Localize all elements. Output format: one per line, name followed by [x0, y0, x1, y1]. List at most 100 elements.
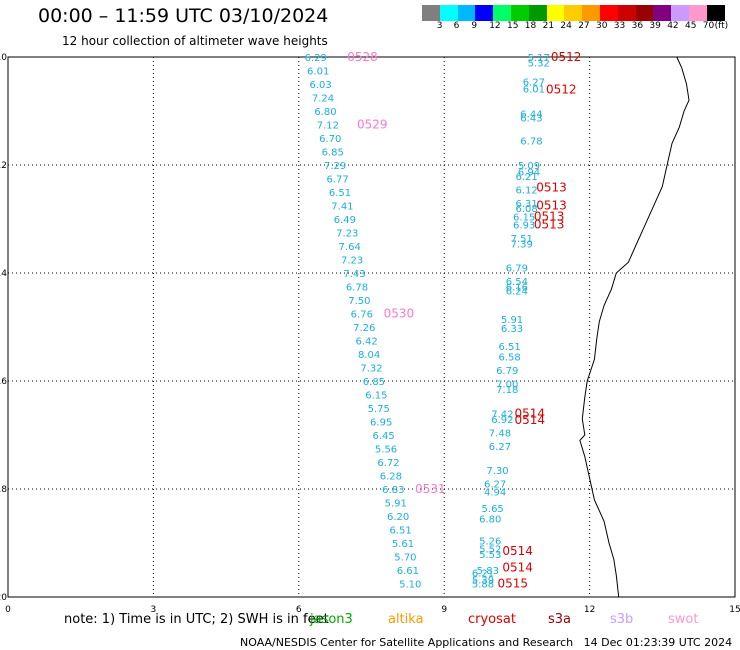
swh-value: 5.10 — [399, 580, 421, 591]
swh-value: 7.23 — [336, 229, 358, 240]
swh-value: 6.28 — [380, 472, 402, 483]
colorbar-tick: 39 — [649, 21, 661, 31]
pass-time-label: 0530 — [384, 307, 415, 321]
swh-value: 6.80 — [479, 515, 501, 526]
swh-value: 7.24 — [312, 94, 334, 105]
swh-value: 6.51 — [498, 342, 520, 353]
colorbar-tick: 15 — [507, 21, 519, 31]
colorbar-tick: 18 — [524, 21, 537, 31]
colorbar-swatch — [475, 5, 494, 21]
swh-value: 5.61 — [392, 539, 414, 550]
swh-value: 7.12 — [317, 121, 339, 132]
swh-value: 6.03 — [309, 80, 331, 91]
swh-value: 7.29 — [324, 161, 346, 172]
colorbar-swatch — [582, 5, 600, 21]
swh-value: 5.83 — [477, 566, 499, 577]
swh-value: 6.77 — [326, 175, 348, 186]
pass-time-label: 0528 — [347, 50, 378, 64]
swh-value: 8.04 — [358, 350, 380, 361]
colorbar-tick: 36 — [631, 21, 644, 31]
swh-value: 6.83 — [382, 485, 404, 496]
swh-value: 7.39 — [511, 239, 533, 250]
pass-time-label: 0512 — [546, 82, 577, 96]
pass-time-label: 0514 — [502, 544, 533, 558]
swh-value: 6.29 — [305, 53, 327, 64]
satellite-legend-altika: altika — [388, 612, 424, 627]
colorbar-swatch — [439, 5, 458, 21]
swh-value: 6.45 — [372, 431, 394, 442]
swh-value: 6.31 — [515, 199, 537, 210]
colorbar-swatch — [493, 5, 511, 21]
swh-value: 7.23 — [341, 256, 363, 267]
colorbar-tick: 70 — [702, 21, 715, 31]
swh-value: 6.27 — [489, 442, 511, 453]
colorbar-tick: 24 — [560, 21, 572, 31]
map-axes: 0 3 6 9 12 15 -10 -12 -14 -16 -18 -20 — [0, 53, 740, 615]
swh-value: 5.88 — [472, 580, 494, 591]
pass-time-label: 0513 — [534, 217, 565, 231]
swh-value: 7.41 — [331, 202, 353, 213]
swh-value: 6.80 — [314, 107, 336, 118]
swh-value: 6.20 — [387, 512, 409, 523]
colorbar-swatch — [706, 5, 725, 21]
swh-value: 6.24 — [506, 286, 528, 297]
swh-value: 6.78 — [520, 137, 542, 148]
swh-value: 6.92 — [491, 415, 513, 426]
colorbar-swatch — [510, 5, 529, 21]
colorbar-swatch — [528, 5, 547, 21]
colorbar-swatch — [688, 5, 707, 21]
credit-text: NOAA/NESDIS Center for Satellite Applica… — [240, 636, 733, 649]
swh-value: 7.43 — [343, 269, 365, 280]
swh-value: 7.26 — [353, 323, 375, 334]
pass-time-label: 0512 — [551, 50, 582, 64]
swh-value: 6.72 — [377, 458, 399, 469]
swh-value: 6.79 — [496, 366, 518, 377]
swh-value: 5.65 — [482, 504, 504, 515]
swh-value: 7.50 — [348, 296, 370, 307]
pass-time-label: 0513 — [534, 209, 565, 223]
swh-value: 6.42 — [356, 337, 378, 348]
colorbar-tick: 21 — [542, 21, 555, 31]
pass-time-label: 0515 — [498, 577, 529, 591]
colorbar-tick: 12 — [489, 21, 501, 31]
colorbar-swatch — [635, 5, 654, 21]
x-tick-label: 6 — [296, 605, 302, 615]
swh-value: 6.70 — [319, 134, 341, 145]
swh-value: 7.30 — [486, 466, 508, 477]
swh-value: 5.56 — [375, 445, 397, 456]
swh-value: 6.33 — [501, 324, 523, 335]
swh-value: 6.21 — [515, 172, 537, 183]
colorbar-swatch — [653, 5, 672, 21]
swh-value: 6.27 — [523, 77, 545, 88]
swh-value: 6.15 — [513, 212, 535, 223]
colorbar-swatch — [617, 5, 636, 21]
x-tick-label: 3 — [151, 605, 157, 615]
swh-value: 7.48 — [489, 428, 511, 439]
swh-value: 5.91 — [385, 499, 407, 510]
note-text: note: 1) Time is in UTC; 2) SWH is in fe… — [64, 612, 329, 627]
swh-tracks: 6.29 6.01 6.03 7.24 6.80 7.12 6.70 6.85 7.29 6.77… — [305, 53, 550, 591]
swh-value: 6.01 — [523, 84, 545, 95]
swh-value: 6.12 — [515, 185, 537, 196]
swh-value: 6.01 — [307, 67, 329, 78]
colorbar-tick: 45 — [685, 21, 697, 31]
x-tick-label: 15 — [729, 605, 740, 615]
swh-value: 6.93 — [513, 220, 535, 231]
swh-value: 6.27 — [484, 480, 506, 491]
colorbar-swatch — [671, 5, 689, 21]
swh-value: 6.44 — [520, 110, 542, 121]
swh-value: 6.85 — [363, 377, 385, 388]
swh-value: 6.79 — [506, 264, 528, 275]
swh-value: 6.08 — [515, 204, 537, 215]
swh-value: 5.91 — [501, 315, 523, 326]
swh-value: 6.94 — [518, 167, 540, 178]
map-frame — [7, 56, 736, 598]
swh-value: 7.00 — [496, 380, 518, 391]
swh-value: 6.78 — [346, 283, 368, 294]
y-tick-label: -14 — [0, 269, 7, 279]
y-tick-label: -18 — [0, 485, 7, 495]
colorbar-tick: 9 — [471, 21, 478, 31]
swh-value: 7.32 — [360, 364, 382, 375]
swh-value: 5.53 — [479, 550, 501, 561]
